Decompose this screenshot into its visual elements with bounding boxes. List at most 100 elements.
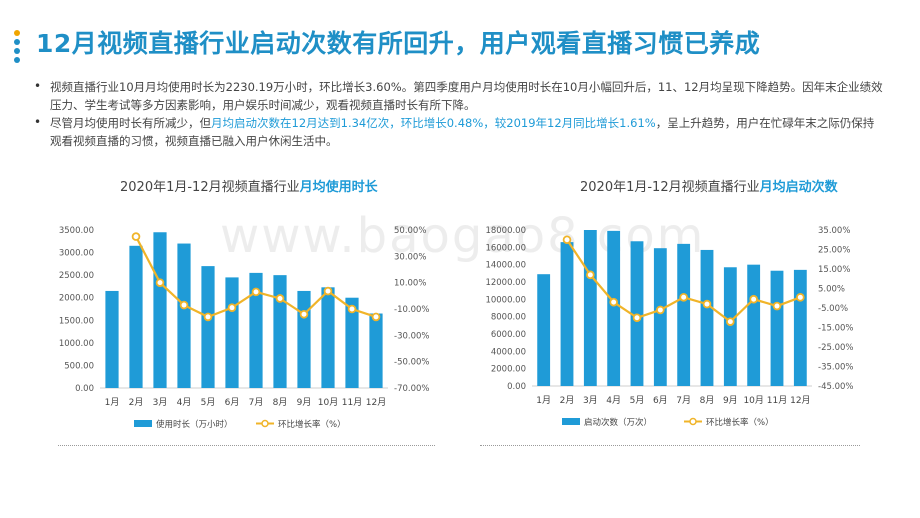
bar [153,232,167,388]
line-point [679,292,688,302]
bar [201,266,215,388]
usage-duration-chart: 0.00 500.00 1000.00 1500.00 2000.00 2500.00 30… [59,226,430,430]
left-axis-tick-label: 3500.00 [59,226,94,236]
left-axis-tick-label: 2500.00 [59,271,94,281]
bar [129,245,143,388]
bullet-item: • 尽管月均使用时长有所减少，但月均启动次数在12月达到1.34亿次，环比增长0… [34,114,884,150]
bar [345,297,359,388]
x-tick-label: 12月 [366,397,386,408]
line-point [347,304,357,314]
x-tick-label: 3月 [153,397,168,408]
bullet-text: ，呈上升趋势，用户在忙碌年末之际仍保持观看视频直播的习惯，视频直播已融入用户休闲… [50,116,875,148]
left-axis-tick-label: 12000.00 [485,278,526,288]
x-tick-label: 2月 [129,397,144,408]
right-axis-tick-label: 25.00% [818,246,850,256]
right-axis-tick-label: 35.00% [818,226,850,236]
left-axis-tick-label: 2000.00 [59,294,94,304]
bar [225,277,239,388]
bar [105,290,119,388]
bar [700,249,714,386]
x-tick-label: 9月 [297,397,312,408]
right-axis-tick-label: -45.00% [818,382,853,392]
line-point [702,299,712,309]
watermark: www.baogao8.com [220,208,706,264]
x-tick-label: 11月 [767,395,787,406]
bar [607,230,621,386]
bullet-marker: • [34,79,42,93]
chart-title-prefix: 2020年1月-12月视频直播行业 [120,180,300,195]
line-point [323,286,333,296]
x-tick-label: 1月 [105,397,120,408]
line-point [796,293,805,302]
line-point [299,309,309,319]
launch-count-chart: 0.00 2000.00 4000.00 6000.00 8000.00 10000.00… [485,226,853,428]
left-axis-tick-label: 1000.00 [59,339,94,349]
line-point [772,301,782,311]
bar [560,242,574,386]
line-point [726,317,735,326]
line-point [227,303,237,312]
line-point [275,294,285,303]
legend-bar-label: 使用时长（万小时） [156,419,233,430]
left-axis-tick-label: 0.00 [507,382,526,392]
line-point [586,270,595,280]
bar [369,313,383,388]
x-tick-label: 4月 [606,395,621,406]
x-tick-label: 10月 [743,395,763,406]
legend-line-label: 环比增长率（%） [278,419,346,430]
left-axis-tick-label: 500.00 [64,361,94,371]
divider-line [58,445,435,446]
line-point [371,312,381,322]
x-tick-label: 10月 [318,397,338,408]
line-point [562,235,572,245]
left-axis-tick-label: 10000.00 [485,295,526,305]
left-axis-tick-label: 18000.00 [485,226,526,236]
x-tick-label: 1月 [536,395,551,406]
left-axis-tick-label: 6000.00 [491,330,526,340]
x-tick-label: 8月 [273,397,288,408]
title-dot [14,57,20,63]
line-point [749,294,758,304]
x-tick-label: 8月 [700,395,715,406]
title-dot [14,30,20,36]
left-axis-tick-label: 8000.00 [491,313,526,323]
legend-bar-swatch [134,420,152,427]
bar [770,270,784,386]
bar [177,243,191,388]
right-axis-tick-label: -25.00% [818,343,853,353]
right-axis-tick-label: -30.00% [394,331,429,341]
right-axis-tick-label: -5.00% [818,304,848,314]
bar [653,248,667,386]
right-axis-tick-label: 10.00% [394,279,426,289]
x-tick-label: 5月 [630,395,645,406]
bar [273,275,287,388]
x-tick-label: 7月 [249,397,264,408]
chart-title: 2020年1月-12月视频直播行业月均启动次数 [580,176,838,195]
x-tick-label: 12月 [790,395,810,406]
line-point [609,297,618,307]
x-tick-label: 6月 [653,395,668,406]
line-point [656,305,665,315]
x-tick-label: 5月 [201,397,216,408]
x-tick-label: 9月 [723,395,738,406]
bullet-highlight: 月均启动次数在12月达到1.34亿次，环比增长0.48%，较2019年12月同比… [211,116,656,130]
left-axis-tick-label: 14000.00 [485,261,526,271]
right-axis-tick-label: -15.00% [818,324,853,334]
right-axis-tick-label: -35.00% [818,363,853,373]
chart-title-prefix: 2020年1月-12月视频直播行业 [580,180,760,195]
bar [793,269,807,386]
legend-bar-label: 启动次数（万次） [584,417,652,428]
x-tick-label: 7月 [676,395,691,406]
left-axis-tick-label: 2000.00 [491,365,526,375]
chart-title-accent: 月均启动次数 [759,180,838,195]
left-axis-tick-label: 1500.00 [59,316,94,326]
line-point [131,232,141,241]
bar [249,272,263,388]
line-point [155,278,165,287]
title-dots [14,30,22,66]
bullet-list: • 视频直播行业10月月均使用时长为2230.19万小时，环比增长3.60%。第… [34,78,884,150]
bar [321,287,335,388]
left-axis-tick-label: 3000.00 [59,249,94,259]
legend-line-label: 环比增长率（%） [706,417,774,428]
right-axis-tick-label: -10.00% [394,305,429,315]
